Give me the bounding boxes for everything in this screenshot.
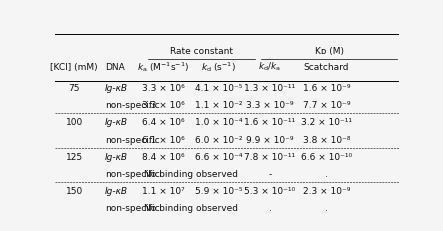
- Text: $k_{\mathrm{a}}$ (M$^{-1}$s$^{-1}$): $k_{\mathrm{a}}$ (M$^{-1}$s$^{-1}$): [137, 60, 190, 74]
- Text: 2.3 × 10⁻⁹: 2.3 × 10⁻⁹: [303, 186, 350, 195]
- Text: non-specific: non-specific: [105, 101, 160, 110]
- Text: Ig-κB: Ig-κB: [105, 84, 128, 93]
- Text: .: .: [325, 169, 328, 178]
- Text: Ig-κB: Ig-κB: [105, 152, 128, 161]
- Text: 7.7 × 10⁻⁹: 7.7 × 10⁻⁹: [303, 101, 350, 110]
- Text: Scatchard: Scatchard: [304, 62, 350, 71]
- Text: No binding observed: No binding observed: [144, 169, 238, 178]
- Text: 3.3 × 10⁶: 3.3 × 10⁶: [142, 101, 185, 110]
- Text: $k_{\mathrm{d}}$ (s$^{-1}$): $k_{\mathrm{d}}$ (s$^{-1}$): [201, 60, 236, 74]
- Text: 6.4 × 10⁶: 6.4 × 10⁶: [142, 118, 185, 127]
- Text: Rate constant: Rate constant: [170, 46, 233, 55]
- Text: 3.2 × 10⁻¹¹: 3.2 × 10⁻¹¹: [301, 118, 352, 127]
- Text: 150: 150: [66, 186, 83, 195]
- Text: 5.9 × 10⁻⁵: 5.9 × 10⁻⁵: [195, 186, 242, 195]
- Text: 1.3 × 10⁻¹¹: 1.3 × 10⁻¹¹: [245, 84, 295, 93]
- Text: 6.0 × 10⁻²: 6.0 × 10⁻²: [195, 135, 242, 144]
- Text: 6.1 × 10⁶: 6.1 × 10⁶: [142, 135, 185, 144]
- Text: non-specific: non-specific: [105, 169, 160, 178]
- Text: non-specific: non-specific: [105, 135, 160, 144]
- Text: 1.1 × 10⁷: 1.1 × 10⁷: [142, 186, 185, 195]
- Text: 6.6 × 10⁻⁴: 6.6 × 10⁻⁴: [195, 152, 242, 161]
- Text: 3.8 × 10⁻⁸: 3.8 × 10⁻⁸: [303, 135, 350, 144]
- Text: Ig-κB: Ig-κB: [105, 118, 128, 127]
- Text: No binding observed: No binding observed: [144, 203, 238, 212]
- Text: 6.6 × 10⁻¹⁰: 6.6 × 10⁻¹⁰: [301, 152, 352, 161]
- Text: 4.1 × 10⁻⁵: 4.1 × 10⁻⁵: [195, 84, 242, 93]
- Text: 125: 125: [66, 152, 83, 161]
- Text: $k_{\mathrm{d}}/k_{\mathrm{a}}$: $k_{\mathrm{d}}/k_{\mathrm{a}}$: [258, 61, 281, 73]
- Text: 1.0 × 10⁻⁴: 1.0 × 10⁻⁴: [195, 118, 242, 127]
- Text: .: .: [268, 203, 272, 212]
- Text: 100: 100: [66, 118, 83, 127]
- Text: non-specific: non-specific: [105, 203, 160, 212]
- Text: Ig-κB: Ig-κB: [105, 186, 128, 195]
- Text: [KCl] (mM): [KCl] (mM): [51, 62, 98, 71]
- Text: .: .: [325, 203, 328, 212]
- Text: 3.3 × 10⁻⁹: 3.3 × 10⁻⁹: [246, 101, 294, 110]
- Text: 3.3 × 10⁶: 3.3 × 10⁶: [142, 84, 185, 93]
- Text: 7.8 × 10⁻¹¹: 7.8 × 10⁻¹¹: [245, 152, 295, 161]
- Text: 8.4 × 10⁶: 8.4 × 10⁶: [142, 152, 185, 161]
- Text: DNA: DNA: [105, 62, 125, 71]
- Text: 1.6 × 10⁻¹¹: 1.6 × 10⁻¹¹: [245, 118, 295, 127]
- Text: 1.6 × 10⁻⁹: 1.6 × 10⁻⁹: [303, 84, 350, 93]
- Text: -: -: [268, 169, 272, 178]
- Text: 75: 75: [69, 84, 80, 93]
- Text: 5.3 × 10⁻¹⁰: 5.3 × 10⁻¹⁰: [245, 186, 295, 195]
- Text: Kᴅ (M): Kᴅ (M): [315, 46, 344, 55]
- Text: 1.1 × 10⁻²: 1.1 × 10⁻²: [195, 101, 242, 110]
- Text: 9.9 × 10⁻⁹: 9.9 × 10⁻⁹: [246, 135, 294, 144]
